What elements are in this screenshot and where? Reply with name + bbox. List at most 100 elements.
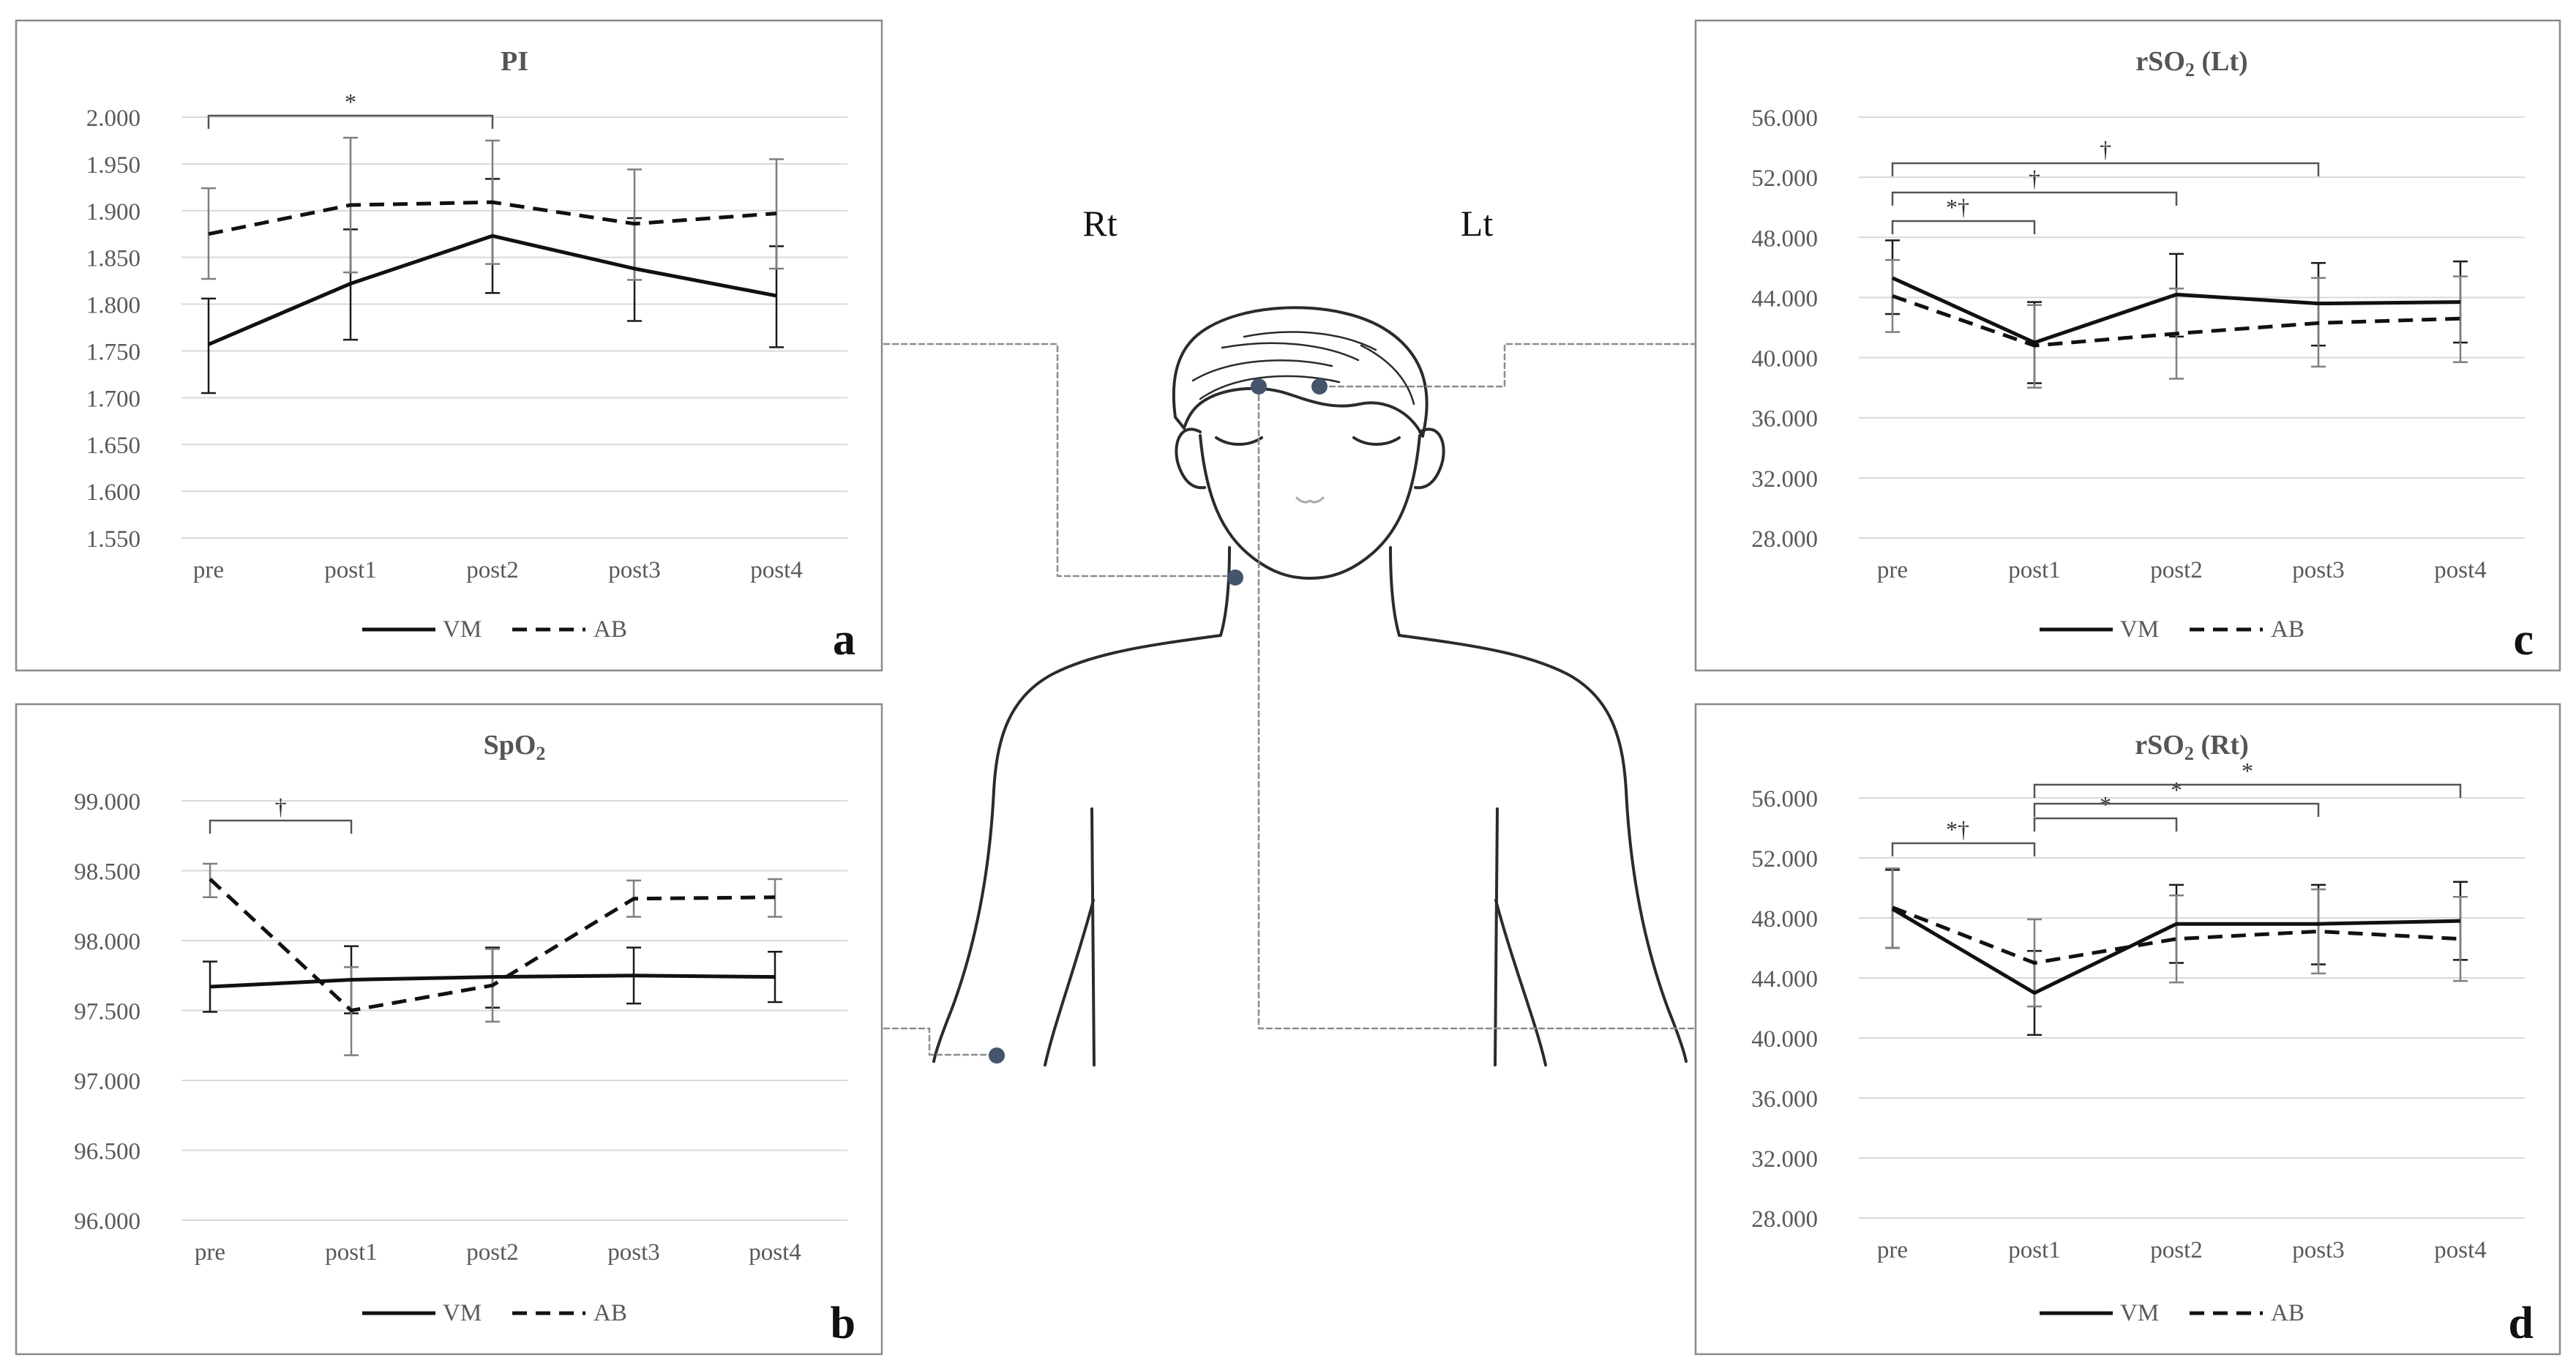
x-tick-label: post4	[749, 1239, 801, 1266]
significance-bracket: *	[2033, 777, 2320, 817]
panel-label: b	[831, 1299, 855, 1348]
chart-title: PI	[501, 46, 528, 77]
sensor-forehead-left	[1311, 378, 1328, 395]
x-tick-label: post2	[466, 1239, 519, 1266]
series-line-vm	[208, 234, 777, 346]
significance-marker: †	[2029, 165, 2040, 192]
x-tick-label: post4	[750, 557, 803, 583]
chart-panel-c: rSO2 (Lt) 56.000 52.000 48.000 44.000 40.000 3…	[1694, 19, 2561, 672]
y-tick-label: 1.800	[86, 293, 141, 319]
series-line-vm	[1891, 907, 2461, 995]
chart-panel-d: rSO2 (Rt) 56.000 52.000 48.000 44.000 40.000 3…	[1694, 703, 2561, 1356]
significance-bracket: *	[2033, 758, 2462, 798]
series-line-vm	[209, 974, 776, 989]
significance-bracket: †	[1891, 165, 2178, 206]
significance-marker: *	[2171, 777, 2182, 803]
legend-label-vm: VM	[2120, 616, 2159, 643]
x-tick-label: post1	[325, 1239, 378, 1266]
significance-marker: *	[345, 89, 356, 115]
chart-frame	[1694, 703, 2561, 1356]
x-tick-label: post1	[324, 557, 377, 583]
significance-bracket: *	[207, 89, 494, 129]
legend-label-ab: AB	[594, 616, 627, 643]
error-bar	[201, 297, 216, 395]
x-tick-label: pre	[1877, 1237, 1908, 1263]
error-bar	[2311, 888, 2326, 975]
y-tick-label: 28.000	[1751, 526, 1818, 553]
chart-panel-b: SpO2 99.000 98.500 98.000 97.500 97.000 96.500…	[15, 703, 883, 1356]
significance-marker: *	[2242, 758, 2253, 784]
y-tick-label: 1.700	[86, 386, 141, 412]
y-tick-label: 52.000	[1751, 165, 1818, 192]
y-tick-label: 96.000	[74, 1209, 141, 1235]
left-side-label: Lt	[1461, 203, 1494, 244]
right-ear	[1175, 427, 1206, 490]
y-tick-label: 1.600	[86, 479, 141, 506]
right-shoulder	[932, 634, 1222, 1063]
y-tick-label: 56.000	[1751, 105, 1818, 132]
y-tick-label: 48.000	[1751, 906, 1818, 933]
x-tick-label: pre	[1877, 557, 1908, 583]
chart-frame	[15, 703, 883, 1356]
series-line-vm	[1891, 276, 2461, 345]
x-tick-label: post3	[608, 557, 661, 583]
y-tick-label: 52.000	[1751, 846, 1818, 873]
x-tick-label: post4	[2434, 1237, 2487, 1263]
significance-marker: †	[275, 793, 287, 820]
nose	[1295, 496, 1325, 504]
x-tick-label: post2	[466, 557, 519, 583]
chart-title: SpO2	[484, 730, 546, 764]
y-tick-label: 32.000	[1751, 466, 1818, 493]
y-tick-label: 1.550	[86, 526, 141, 553]
y-tick-label: 56.000	[1751, 786, 1818, 812]
significance-bracket: *†	[1891, 194, 2036, 234]
sensor-finger	[989, 1047, 1005, 1064]
legend-label-vm: VM	[443, 616, 482, 643]
y-tick-label: 99.000	[74, 789, 141, 815]
significance-marker: *†	[1946, 816, 1969, 843]
y-tick-label: 44.000	[1751, 966, 1818, 993]
error-bar	[2453, 896, 2468, 982]
chart-frame	[1694, 19, 2561, 672]
y-tick-label: 28.000	[1751, 1206, 1818, 1233]
x-tick-label: post3	[2292, 1237, 2345, 1263]
face-outline	[1199, 434, 1421, 580]
chart-panel-a: PI 2.000 1.950 1.900 1.850 1.800 1.750 1.700 1.6…	[15, 19, 883, 672]
hair	[1172, 306, 1429, 438]
y-tick-label: 98.500	[74, 859, 141, 886]
left-shoulder	[1398, 634, 1688, 1063]
x-tick-label: post4	[2434, 557, 2487, 583]
panel-label: c	[2513, 615, 2534, 665]
y-tick-label: 98.000	[74, 929, 141, 955]
series-line-ab	[1892, 294, 2461, 348]
x-tick-label: post2	[2150, 557, 2203, 583]
legend: VM AB	[362, 616, 627, 643]
panel-label: d	[2509, 1299, 2534, 1348]
y-tick-label: 36.000	[1751, 1086, 1818, 1113]
significance-marker: †	[2100, 136, 2111, 162]
error-bar	[2453, 275, 2468, 363]
x-tick-label: post2	[2150, 1237, 2203, 1263]
y-tick-label: 97.500	[74, 999, 141, 1026]
left-ear	[1414, 427, 1445, 490]
chart-title: rSO2 (Rt)	[2135, 730, 2248, 764]
y-tick-label: 32.000	[1751, 1146, 1818, 1173]
chart-title: rSO2 (Lt)	[2135, 46, 2247, 81]
x-tick-label: post1	[2008, 557, 2061, 583]
series-line-ab	[208, 200, 777, 236]
legend-label-vm: VM	[2120, 1300, 2159, 1326]
legend-label-ab: AB	[2271, 1300, 2304, 1326]
sensor-forehead-right	[1251, 378, 1267, 395]
significance-bracket: †	[209, 793, 353, 834]
right-side-label: Rt	[1082, 203, 1117, 244]
sensor-neck	[1227, 569, 1243, 586]
legend-label-ab: AB	[594, 1300, 627, 1326]
y-tick-label: 1.850	[86, 246, 141, 272]
y-tick-label: 1.650	[86, 433, 141, 459]
x-tick-label: post3	[2292, 557, 2345, 583]
right-eye	[1215, 436, 1263, 446]
x-tick-label: pre	[195, 1239, 225, 1266]
y-tick-label: 1.900	[86, 199, 141, 225]
y-tick-label: 97.000	[74, 1069, 141, 1095]
